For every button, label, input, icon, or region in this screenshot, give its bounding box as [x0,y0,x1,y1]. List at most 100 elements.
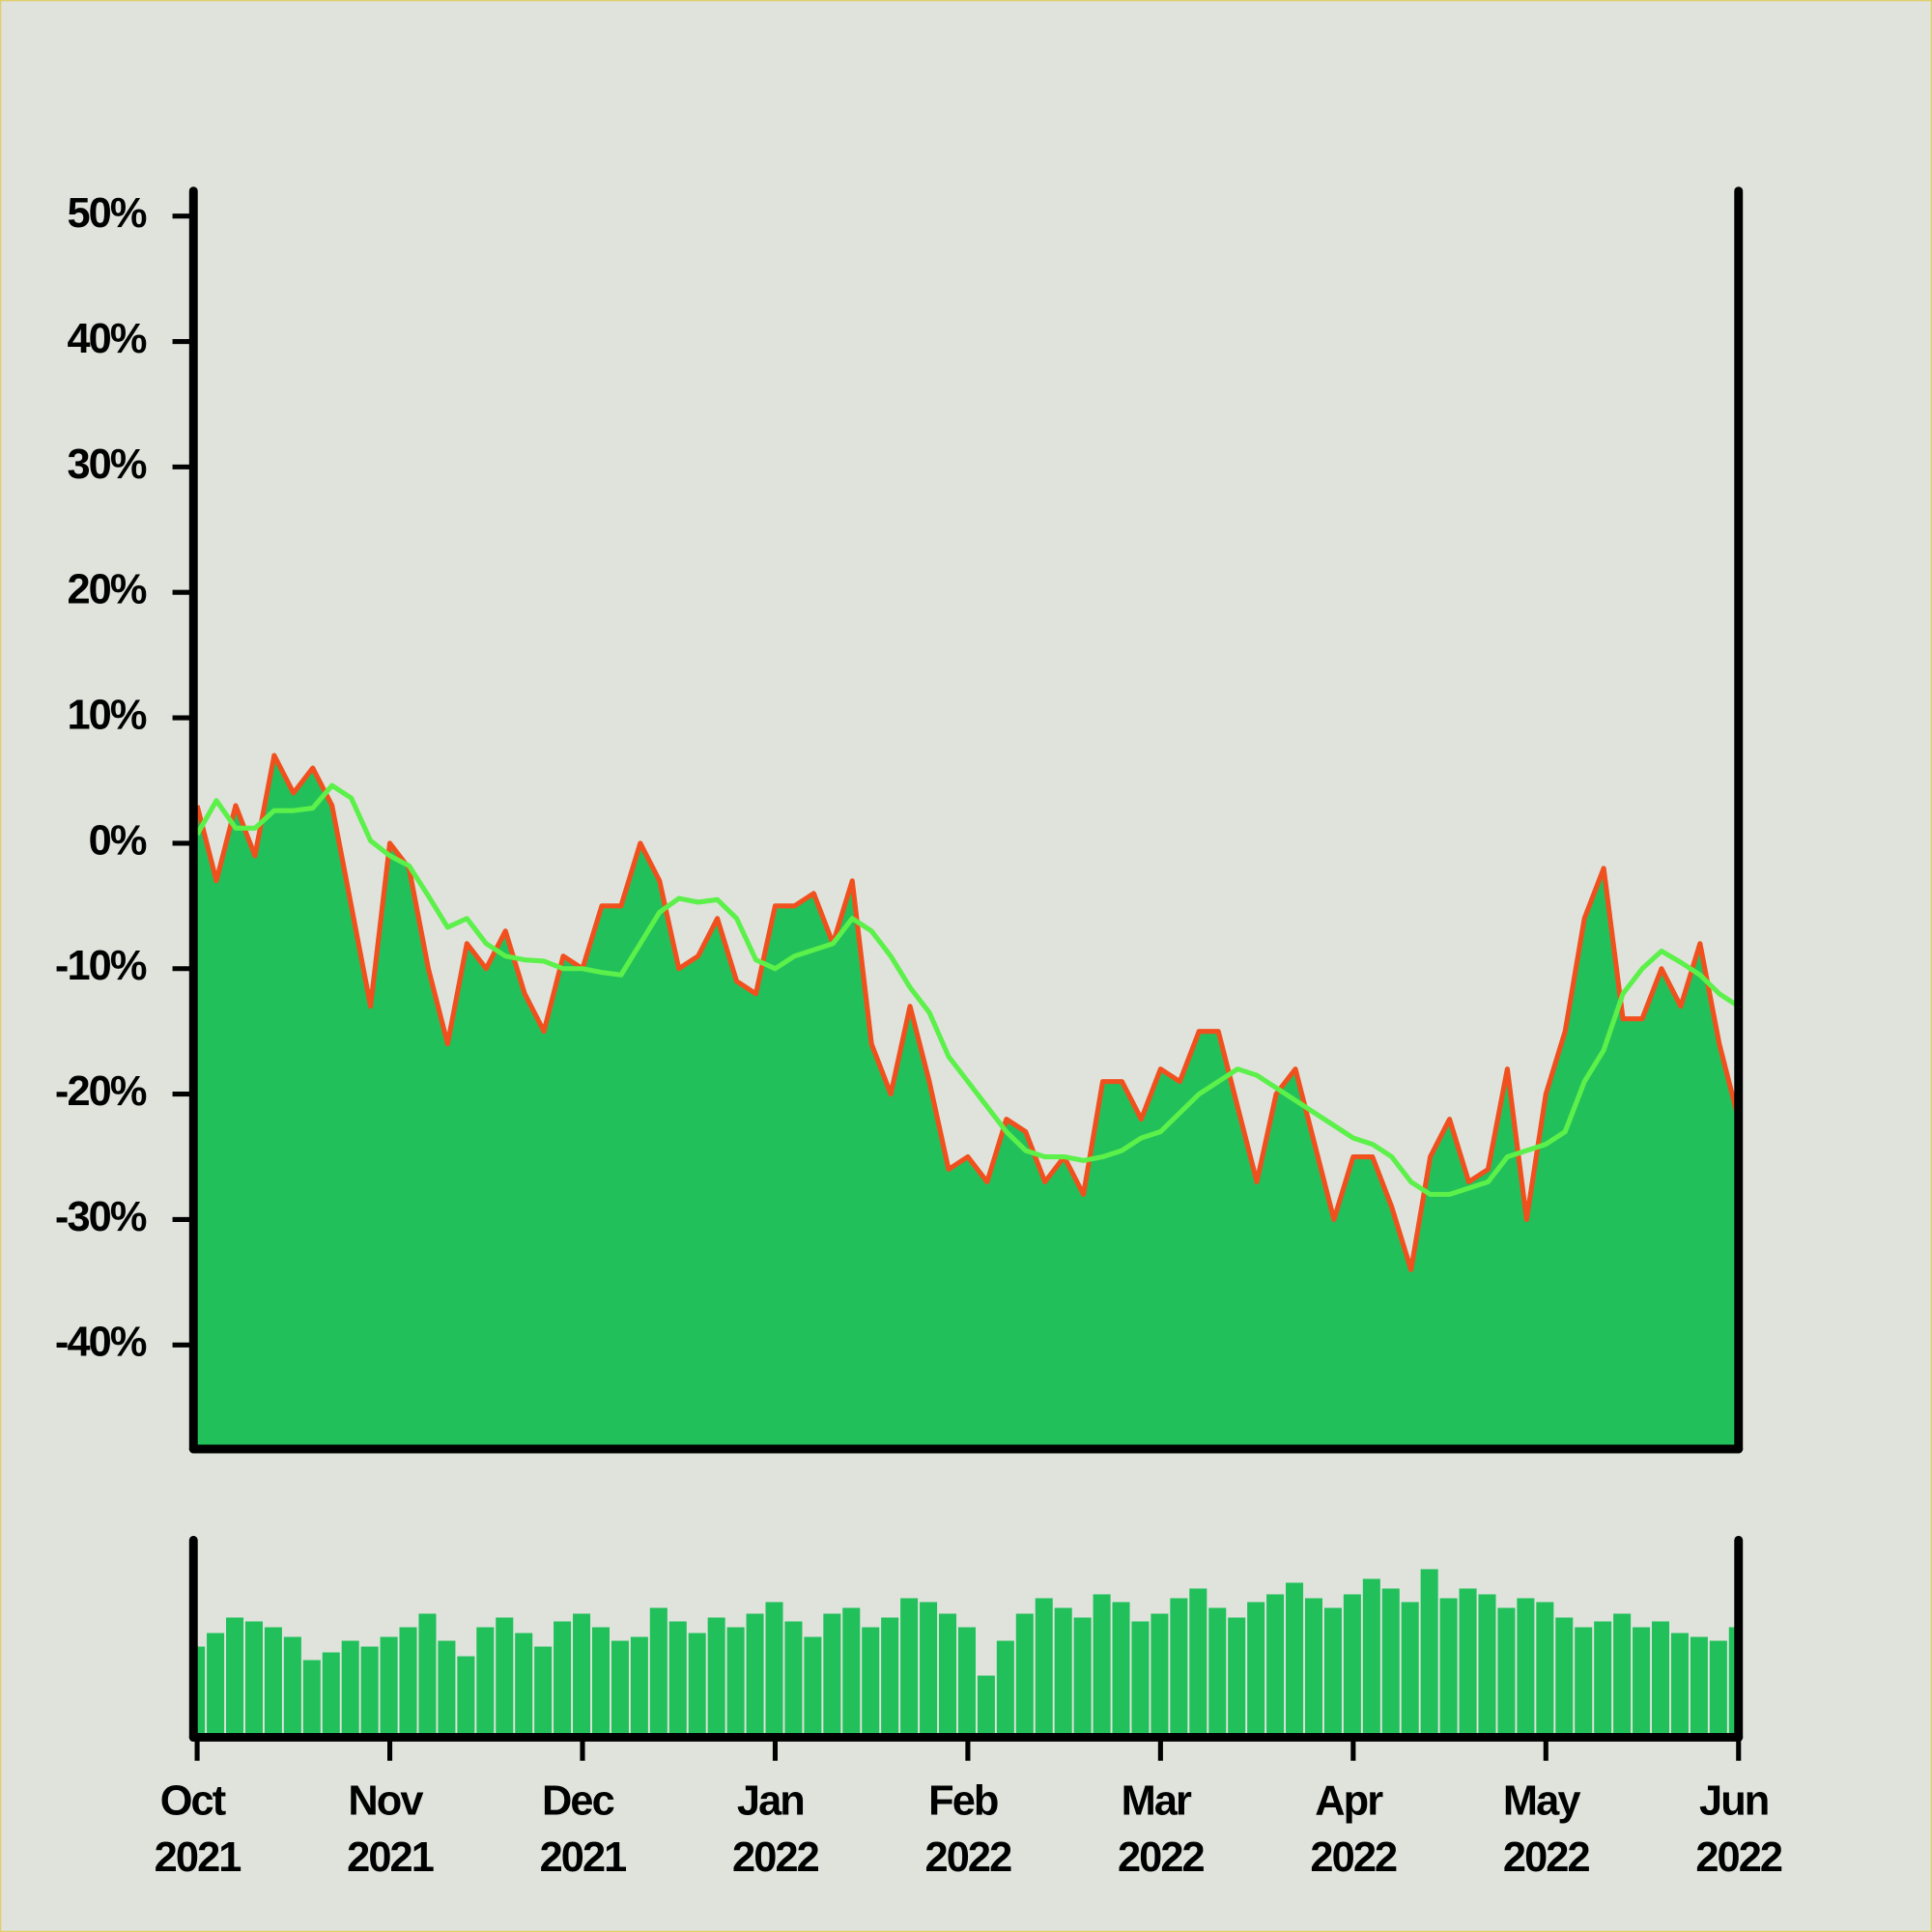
volume-bar [1131,1621,1150,1734]
volume-bar [1343,1594,1361,1734]
volume-bar [862,1627,880,1734]
area-fill [197,755,1739,1446]
volume-bar [746,1613,764,1734]
y-tick-label: -30% [55,1194,147,1240]
volume-bar [244,1621,263,1734]
x-tick-label-line: 2022 [732,1834,819,1881]
x-tick-label-line: 2021 [155,1834,242,1881]
volume-bar [823,1613,841,1734]
y-tick-label: 40% [67,316,146,362]
volume-bar [1093,1594,1111,1734]
volume-bar [476,1627,495,1734]
volume-bar [977,1675,995,1734]
volume-bar [1362,1578,1380,1734]
x-tick-label-line: 2021 [540,1834,627,1881]
x-tick-label-line: 2022 [925,1834,1012,1881]
volume-bar [264,1627,282,1734]
volume-bar [1690,1636,1708,1734]
volume-bar [1035,1598,1053,1734]
volume-bar [1536,1602,1554,1734]
volume-bar [1420,1569,1438,1734]
line [194,782,1741,1198]
x-tick-label: Jan 2022 [732,1778,819,1882]
volume-bar [1575,1627,1593,1734]
volume-bar [380,1636,398,1734]
volume-bar [1594,1621,1612,1734]
x-tick-label: Jun 2022 [1695,1778,1782,1882]
volume-bar [360,1646,379,1734]
volume-bar [591,1627,611,1734]
volume-bar [1073,1617,1092,1734]
volume-bar [496,1617,514,1734]
volume-bar [1478,1594,1496,1734]
x-tick-label-line: Dec [542,1778,623,1825]
x-tick-label-line: Nov [348,1778,431,1825]
x-tick-label-line: Jun [1699,1778,1777,1825]
x-tick-label-line: 2022 [1695,1834,1782,1881]
volume-bar [1709,1640,1727,1734]
volume-bar [573,1613,591,1734]
volume-bar [1381,1588,1400,1734]
x-tick-label: Feb 2022 [925,1778,1012,1882]
volume-bar [881,1617,899,1734]
x-tick-label-line: Feb [928,1778,1007,1825]
volume-bar [1189,1588,1208,1734]
volume-bar [1459,1588,1477,1734]
volume-bar [1228,1617,1246,1734]
volume-bar [1497,1607,1516,1734]
x-tick-label-line: 2022 [1503,1834,1590,1881]
volume-bar [1670,1633,1689,1734]
volume-bar [438,1640,456,1734]
volume-bar [1633,1627,1651,1734]
volume-bar [1323,1607,1342,1734]
y-tick-label: 20% [67,567,146,613]
line [194,753,1742,1272]
volume-bar [418,1613,437,1734]
x-tick-label-line: 2022 [1310,1834,1397,1881]
x-tick-label-line: May [1503,1778,1589,1825]
x-tick-label: Nov 2021 [347,1778,434,1882]
volume-bar [957,1627,976,1734]
volume-bar [1112,1602,1130,1734]
volume-bar [302,1660,321,1734]
volume-bar [996,1640,1014,1734]
volume-bar [1555,1617,1574,1734]
volume-bar [399,1627,417,1734]
volume-bar [322,1652,340,1734]
x-tick-label: Oct 2021 [155,1778,242,1882]
volume-bar [1439,1598,1458,1734]
volume-bar [197,1646,206,1734]
volume-bar [226,1617,244,1734]
volume-bar [707,1617,725,1734]
y-tick-label: 50% [67,190,146,237]
volume-bar [554,1621,572,1734]
volume-bar [283,1636,301,1734]
volume-bar [938,1613,957,1734]
y-tick-label: 10% [67,693,146,739]
volume-bar [784,1621,803,1734]
volume-bar [1304,1598,1322,1734]
volume-bar [668,1621,687,1734]
volume-bar [765,1602,783,1734]
x-tick-label: Dec 2021 [540,1778,627,1882]
volume-bar [630,1636,648,1734]
volume-bar [920,1602,938,1734]
volume-bar [688,1633,706,1734]
x-tick-label-line: 2021 [347,1834,434,1881]
volume-bar [1054,1607,1072,1734]
volume-bar [1651,1621,1670,1734]
volume-bar [515,1633,533,1734]
volume-bar [804,1636,822,1734]
volume-bar [1728,1627,1737,1734]
volume-bar [842,1607,861,1734]
volume-bar [1247,1602,1265,1734]
x-tick-label: May 2022 [1503,1778,1590,1882]
x-tick-label-line: Oct [160,1778,235,1825]
y-tick-label: -20% [55,1068,147,1115]
x-tick-label-line: 2022 [1118,1834,1205,1881]
y-tick-label: -40% [55,1320,147,1366]
volume-bar [341,1640,359,1734]
x-tick-label-line: Mar [1122,1778,1201,1825]
x-tick-label: Apr 2022 [1310,1778,1397,1882]
